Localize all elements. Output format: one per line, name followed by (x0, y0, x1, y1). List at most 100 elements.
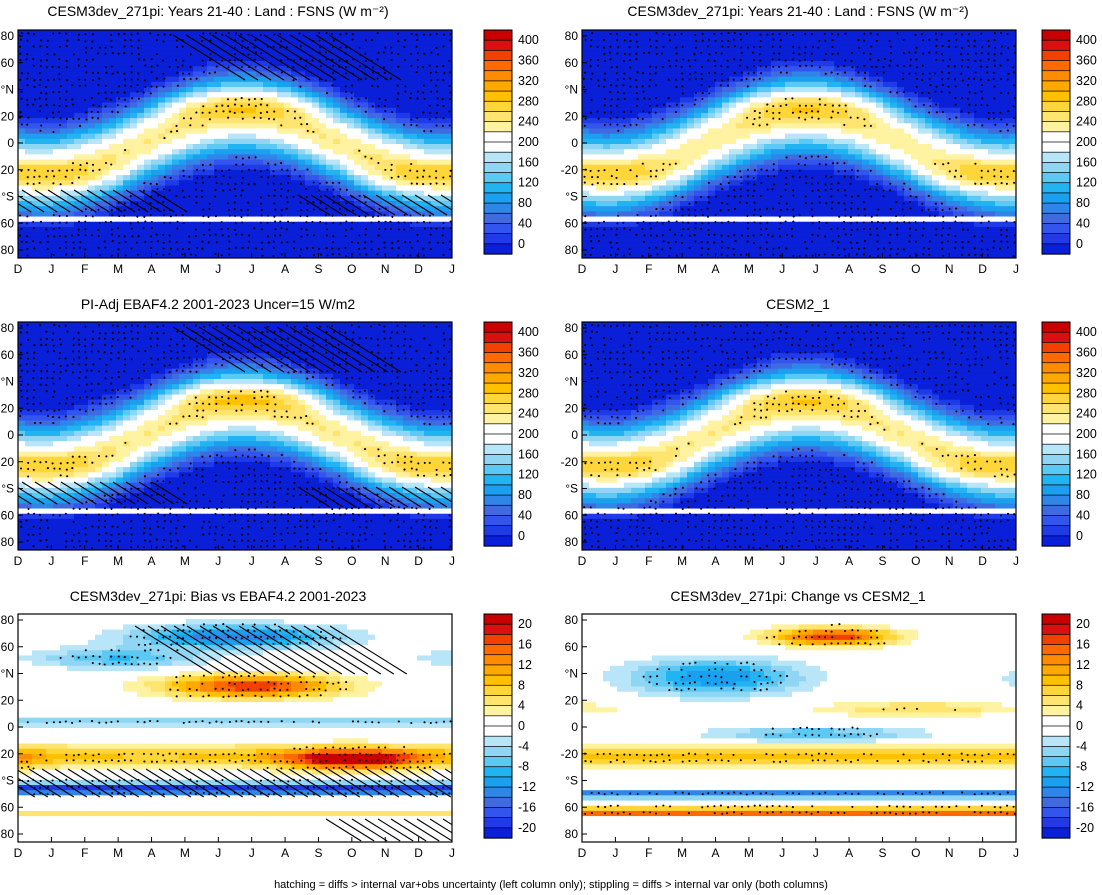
stipple-dot (77, 176, 80, 179)
heatmap-cell (18, 252, 26, 258)
stipple-dot (448, 98, 452, 101)
heatmap-cell (67, 252, 75, 258)
heatmap-cell (312, 128, 320, 135)
heatmap-cell (904, 71, 912, 78)
heatmap-cell (116, 175, 124, 181)
stipple-dot (344, 213, 347, 217)
heatmap-cell (263, 164, 271, 171)
heatmap-cell (193, 71, 201, 78)
heatmap-cell (904, 112, 912, 119)
heatmap-cell (165, 169, 173, 176)
heatmap-cell (60, 154, 68, 161)
stipple-dot (19, 111, 22, 114)
heatmap-cell (123, 97, 131, 104)
heatmap-cell (424, 180, 432, 187)
heatmap-cell (347, 40, 355, 47)
heatmap-cell (144, 149, 152, 155)
heatmap-cell (631, 71, 639, 78)
heatmap-cell (151, 175, 159, 181)
stipple-dot (45, 228, 48, 231)
heatmap-cell (207, 102, 215, 109)
heatmap-cell (172, 92, 180, 98)
stipple-dot (137, 53, 140, 56)
heatmap-cell (396, 66, 404, 73)
heatmap-cell (214, 159, 222, 166)
heatmap-cell (347, 66, 355, 73)
heatmap-cell (827, 81, 835, 88)
heatmap-cell (403, 61, 411, 67)
heatmap-cell (431, 30, 439, 36)
heatmap-cell (74, 180, 82, 187)
heatmap-cell (67, 232, 75, 238)
stipple-dot (247, 46, 250, 49)
heatmap-cell (312, 159, 320, 166)
heatmap-cell (820, 40, 828, 47)
hatch-line (198, 34, 272, 81)
heatmap-cell (151, 50, 159, 57)
heatmap-cell (235, 107, 243, 114)
heatmap-cell (340, 180, 348, 187)
heatmap-cell (88, 185, 96, 192)
heatmap-cell (165, 128, 173, 135)
heatmap-cell (932, 87, 940, 93)
stipple-dot (312, 181, 315, 184)
heatmap-cell (186, 138, 194, 145)
heatmap-cell (582, 55, 590, 62)
stipple-dot (298, 32, 301, 35)
heatmap-cell (270, 144, 278, 150)
heatmap-cell (319, 206, 327, 212)
heatmap-cell (18, 71, 26, 78)
heatmap-cell (95, 45, 103, 52)
heatmap-cell (389, 180, 397, 187)
heatmap-cell (95, 164, 103, 171)
heatmap-cell (95, 201, 103, 207)
heatmap-cell (389, 216, 397, 223)
heatmap-cell (60, 128, 68, 135)
heatmap-cell (659, 45, 667, 52)
stipple-dot (64, 175, 67, 178)
stipple-dot (27, 116, 30, 119)
heatmap-cell (925, 87, 933, 93)
heatmap-cell (32, 30, 40, 36)
stipple-dot (376, 58, 379, 61)
heatmap-cell (242, 237, 250, 244)
heatmap-cell (207, 128, 215, 135)
plot-frame (17, 29, 453, 259)
heatmap-cell (263, 175, 271, 181)
heatmap-cell (813, 112, 821, 119)
heatmap-cell (340, 45, 348, 52)
heatmap-cell (319, 216, 327, 223)
heatmap-cell (354, 71, 362, 78)
heatmap-cell (151, 81, 159, 88)
heatmap-cell (67, 128, 75, 135)
stipple-dot (397, 254, 400, 257)
stipple-dot (98, 105, 101, 108)
stipple-dot (371, 84, 374, 87)
heatmap-cell (18, 76, 26, 83)
heatmap-cell (631, 97, 639, 104)
heatmap-cell (235, 138, 243, 145)
heatmap-cell (708, 66, 716, 73)
heatmap-cell (897, 107, 905, 114)
heatmap-cell (659, 87, 667, 93)
heatmap-cell (242, 128, 250, 135)
stipple-dot (404, 175, 407, 178)
heatmap-cell (988, 87, 996, 93)
heatmap-cell (46, 247, 54, 254)
heatmap-cell (319, 195, 327, 202)
heatmap-cell (18, 35, 26, 41)
heatmap-cell (771, 107, 779, 114)
stipple-dot (124, 98, 127, 101)
stipple-dot (105, 71, 108, 74)
stipple-dot (428, 64, 431, 67)
heatmap-cell (389, 154, 397, 161)
colorbar-swatch (483, 233, 513, 245)
colorbar-swatch (483, 29, 513, 41)
heatmap-cell (368, 55, 376, 62)
stipple-dot (220, 169, 224, 173)
heatmap-cell (305, 87, 313, 93)
heatmap-cell (396, 216, 404, 223)
heatmap-cell (221, 112, 229, 119)
heatmap-cell (312, 35, 320, 41)
heatmap-cell (151, 159, 159, 166)
